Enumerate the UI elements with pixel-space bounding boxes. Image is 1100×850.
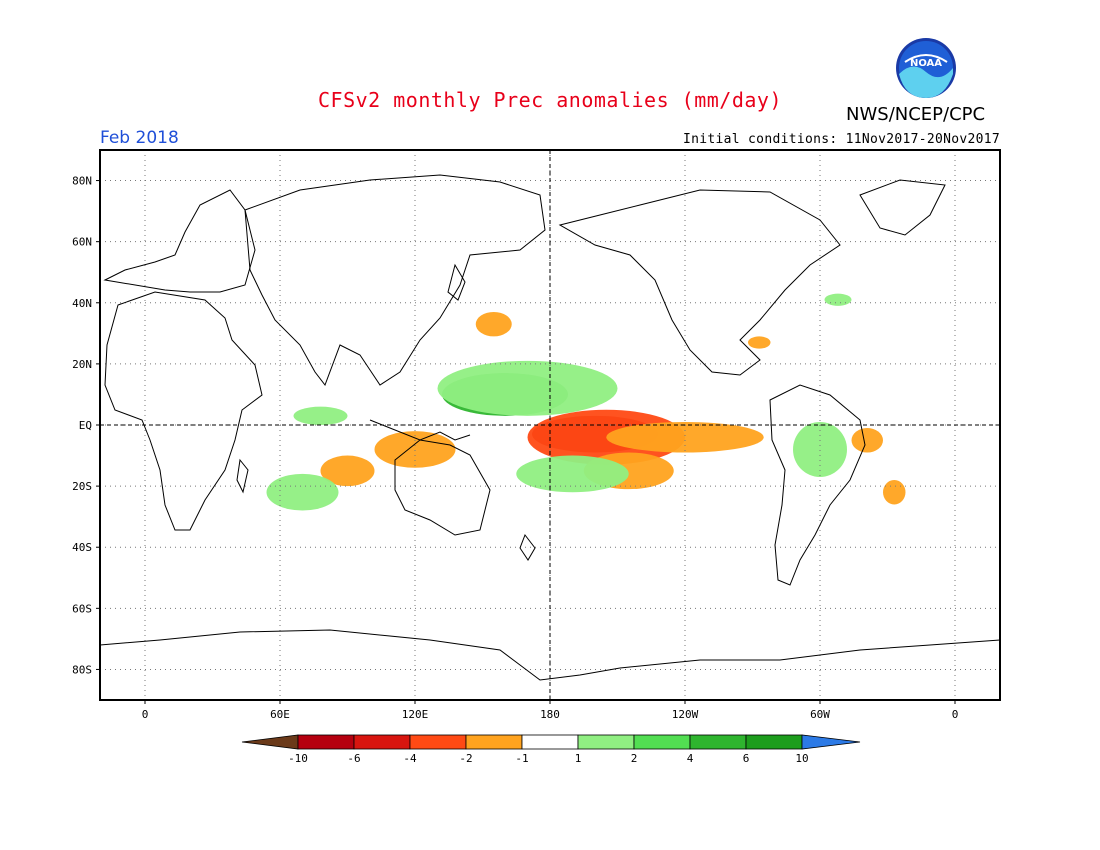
- colorbar-label-7: 4: [687, 752, 694, 765]
- lon-label-3: 180: [540, 708, 560, 721]
- colorbar-box-8: [745, 734, 803, 750]
- colorbar-box-2: [409, 734, 467, 750]
- coastline-europe: [103, 189, 256, 293]
- colorbar-box-7: [689, 734, 747, 750]
- chart-title: CFSv2 monthly Prec anomalies (mm/day): [317, 88, 783, 112]
- lat-label-80S: 80S: [72, 663, 92, 676]
- anomaly-south-indian-wet: [266, 473, 339, 511]
- colorbar-box-1: [353, 734, 411, 750]
- coastlines: [100, 174, 1000, 681]
- colorbar-label-8: 6: [743, 752, 750, 765]
- coastline-indonesia: [369, 419, 471, 441]
- coastline-madagascar: [236, 458, 249, 494]
- lon-label-4: 120W: [672, 708, 699, 721]
- coastline-japan: [447, 263, 466, 301]
- lat-label-60N: 60N: [72, 236, 92, 249]
- longitude-tick-labels: 0 60E 120E 180 120W 60W 0: [142, 700, 959, 721]
- initial-conditions: Initial conditions: 11Nov2017-20Nov2017: [683, 132, 1000, 147]
- colorbar-right-arrow: [801, 734, 861, 750]
- lon-label-1: 60E: [270, 708, 290, 721]
- agency-label: NWS/NCEP/CPC: [846, 104, 986, 125]
- anomaly-spcz-wet: [516, 455, 629, 493]
- noaa-logo-text: NOAA: [910, 58, 942, 69]
- anomaly-atlantic-wet: [824, 293, 852, 306]
- lon-label-2: 120E: [402, 708, 429, 721]
- colorbar-label-6: 2: [631, 752, 638, 765]
- lat-label-40S: 40S: [72, 541, 92, 554]
- coastline-antarctica: [100, 629, 1000, 681]
- lat-label-40N: 40N: [72, 297, 92, 310]
- colorbar-label-9: 10: [795, 752, 808, 765]
- colorbar-label-0: -10: [288, 752, 308, 765]
- coastline-australia: [394, 439, 491, 536]
- coastline-new-zealand: [519, 533, 536, 561]
- noaa-logo: NOAA: [896, 38, 956, 98]
- lat-label-EQ: EQ: [79, 419, 92, 432]
- anomaly-amazon-wet: [793, 421, 847, 477]
- colorbar-label-4: -1: [515, 752, 528, 765]
- colorbar-box-0: [297, 734, 355, 750]
- lat-label-60S: 60S: [72, 602, 92, 615]
- anomaly-maritime-continent-dry: [374, 431, 456, 468]
- colorbar-label-5: 1: [575, 752, 582, 765]
- colorbar: -10 -6 -4 -2 -1 1 2 4 6 10: [241, 734, 861, 765]
- colorbar-box-3: [465, 734, 523, 750]
- lat-label-80N: 80N: [72, 175, 92, 188]
- coastline-asia: [244, 174, 546, 387]
- colorbar-label-3: -2: [459, 752, 472, 765]
- lat-label-20N: 20N: [72, 358, 92, 371]
- precipitation-anomaly-shading: [266, 293, 906, 511]
- colorbar-left-arrow: [241, 734, 299, 750]
- anomaly-indian-ocean-dry: [320, 455, 375, 487]
- latitude-tick-labels: 80N 60N 40N 20N EQ 20S 40S 60S 80S: [72, 175, 100, 676]
- lat-label-20S: 20S: [72, 480, 92, 493]
- anomaly-equatorial-pacific-dry-tongue: [606, 421, 764, 453]
- forecast-month: Feb 2018: [100, 128, 179, 148]
- colorbar-box-4: [521, 734, 579, 750]
- lon-label-5: 60W: [810, 708, 830, 721]
- colorbar-box-6: [633, 734, 691, 750]
- coastline-south-america: [769, 384, 866, 586]
- anomaly-northeast-brazil-dry: [851, 428, 883, 453]
- lon-label-6: 0: [952, 708, 959, 721]
- colorbar-label-1: -6: [347, 752, 360, 765]
- anomaly-gulf-dry: [748, 336, 771, 349]
- anomaly-indian-ocean-wet: [293, 406, 348, 426]
- coastline-north-america: [558, 189, 841, 376]
- anomaly-western-pacific-wet-outer: [437, 360, 618, 416]
- anomaly-south-atlantic-dry: [883, 480, 906, 505]
- anomaly-north-pacific-dry: [475, 311, 512, 337]
- coastline-greenland: [859, 179, 946, 236]
- coastline-africa: [104, 291, 263, 531]
- colorbar-box-5: [577, 734, 635, 750]
- lon-label-0: 0: [142, 708, 149, 721]
- colorbar-label-2: -4: [403, 752, 417, 765]
